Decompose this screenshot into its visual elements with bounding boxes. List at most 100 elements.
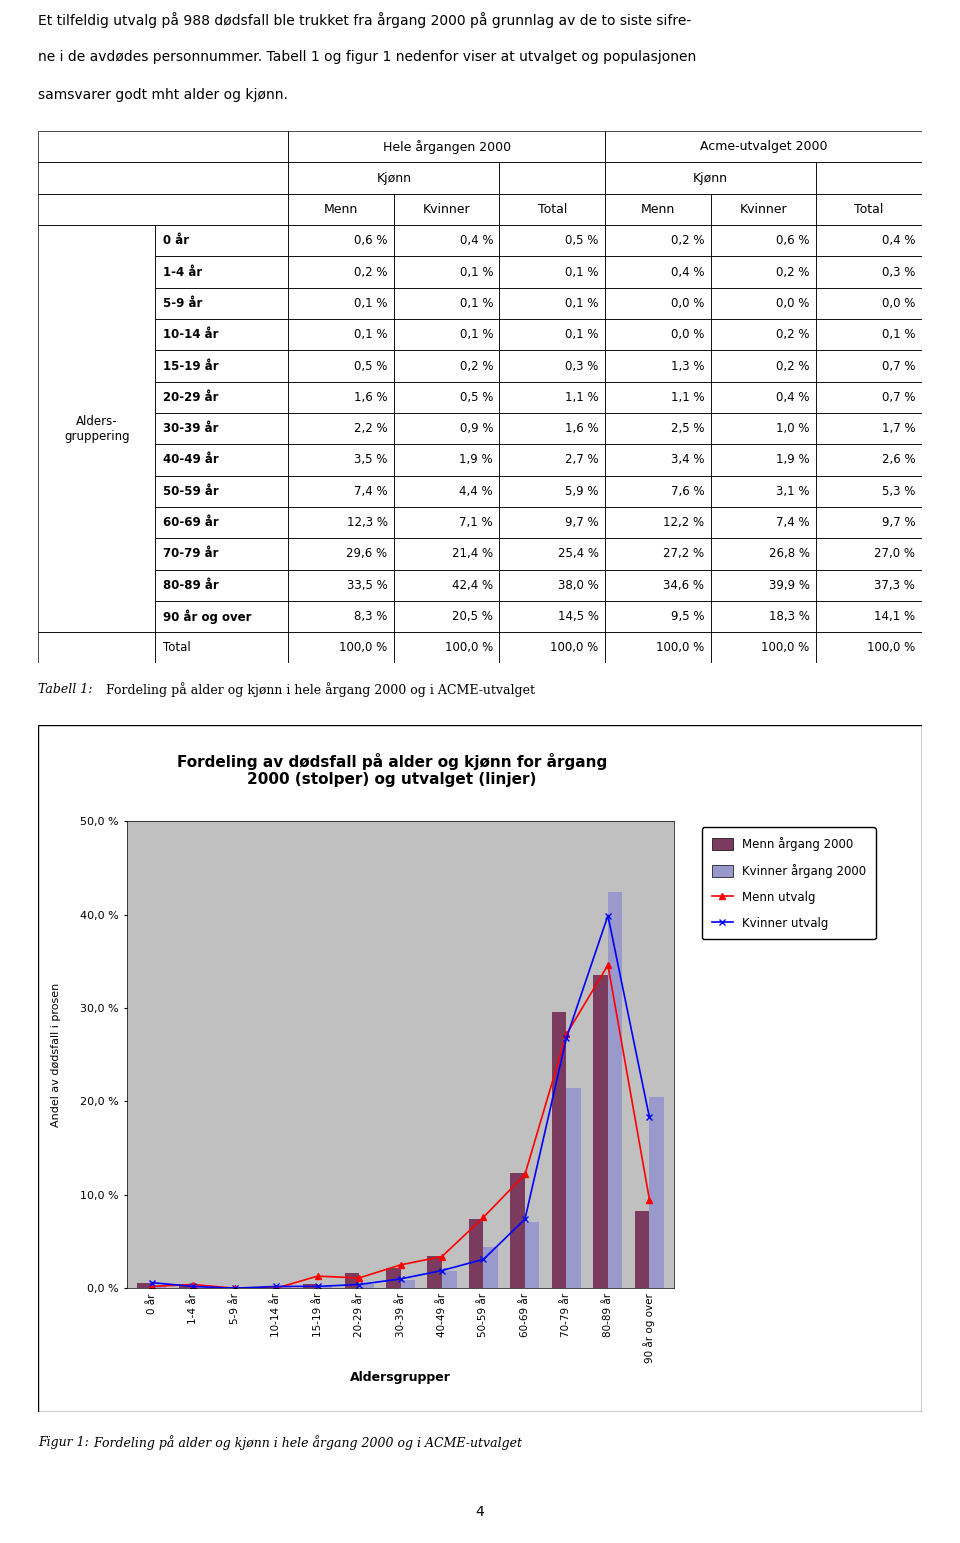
Bar <box>288 256 394 287</box>
Text: Kjønn: Kjønn <box>376 171 412 185</box>
Bar <box>38 633 156 663</box>
Text: 1,3 %: 1,3 % <box>671 360 705 372</box>
Bar <box>710 508 816 539</box>
Text: 0,4 %: 0,4 % <box>777 390 809 404</box>
Bar <box>288 194 394 225</box>
Text: 0,1 %: 0,1 % <box>460 265 493 279</box>
Bar <box>156 508 288 539</box>
Text: 9,7 %: 9,7 % <box>565 515 599 529</box>
Text: Hele årgangen 2000: Hele årgangen 2000 <box>383 140 511 154</box>
Bar <box>394 444 499 475</box>
Bar <box>605 508 710 539</box>
Text: 12,2 %: 12,2 % <box>663 515 705 529</box>
Text: Andel av dødsfall i prosen: Andel av dødsfall i prosen <box>51 983 61 1126</box>
Text: 30-39 år: 30-39 år <box>163 423 219 435</box>
Bar <box>38 225 156 633</box>
Bar <box>605 194 710 225</box>
Bar <box>288 225 394 256</box>
Text: 0,3 %: 0,3 % <box>882 265 915 279</box>
Bar <box>38 194 288 225</box>
Text: Kjønn: Kjønn <box>693 171 728 185</box>
Text: 3,4 %: 3,4 % <box>671 454 705 466</box>
Text: ne i de avdødes personnummer. Tabell 1 og figur 1 nedenfor viser at utvalget og : ne i de avdødes personnummer. Tabell 1 o… <box>38 49 697 65</box>
Bar <box>816 194 922 225</box>
Bar <box>288 508 394 539</box>
Text: 0,2 %: 0,2 % <box>354 265 388 279</box>
Bar <box>156 319 288 350</box>
Bar <box>605 131 922 162</box>
Text: 2,6 %: 2,6 % <box>881 454 915 466</box>
Text: Figur 1:: Figur 1: <box>38 1437 89 1449</box>
Bar <box>394 600 499 633</box>
Text: 26,8 %: 26,8 % <box>769 548 809 560</box>
Text: 0,6 %: 0,6 % <box>354 235 388 247</box>
Bar <box>394 319 499 350</box>
Bar <box>499 350 605 381</box>
Bar <box>499 633 605 663</box>
Bar <box>156 350 288 381</box>
Text: 1,6 %: 1,6 % <box>565 423 599 435</box>
Bar <box>156 444 288 475</box>
Text: 0,5 %: 0,5 % <box>460 390 493 404</box>
Text: 1,9 %: 1,9 % <box>460 454 493 466</box>
Bar <box>605 287 710 319</box>
Bar <box>38 162 288 194</box>
Text: 100,0 %: 100,0 % <box>867 642 915 654</box>
Bar <box>394 633 499 663</box>
Text: 1,1 %: 1,1 % <box>565 390 599 404</box>
Text: 0,7 %: 0,7 % <box>882 390 915 404</box>
Bar <box>605 256 710 287</box>
Text: 20-29 år: 20-29 år <box>163 390 219 404</box>
Bar <box>816 225 922 256</box>
Text: 0,4 %: 0,4 % <box>460 235 493 247</box>
Bar <box>816 633 922 663</box>
Text: 0,2 %: 0,2 % <box>777 329 809 341</box>
Text: 5,9 %: 5,9 % <box>565 485 599 498</box>
Text: 0,2 %: 0,2 % <box>460 360 493 372</box>
Bar <box>605 350 710 381</box>
Text: 14,5 %: 14,5 % <box>558 609 599 623</box>
Bar <box>710 350 816 381</box>
Bar <box>288 475 394 508</box>
Text: Fordeling av dødsfall på alder og kjønn for årgang
2000 (stolper) og utvalget (l: Fordeling av dødsfall på alder og kjønn … <box>177 753 607 787</box>
Text: 21,4 %: 21,4 % <box>452 548 493 560</box>
Text: 0,0 %: 0,0 % <box>882 296 915 310</box>
Text: 0,6 %: 0,6 % <box>777 235 809 247</box>
Text: Total: Total <box>163 642 191 654</box>
Text: 70-79 år: 70-79 år <box>163 548 219 560</box>
Bar <box>710 194 816 225</box>
Bar <box>499 475 605 508</box>
Text: 4,4 %: 4,4 % <box>460 485 493 498</box>
Bar <box>394 287 499 319</box>
Text: 0,2 %: 0,2 % <box>671 235 705 247</box>
Bar <box>288 381 394 414</box>
Text: 39,9 %: 39,9 % <box>769 579 809 591</box>
Text: 3,1 %: 3,1 % <box>777 485 809 498</box>
Text: 1,6 %: 1,6 % <box>354 390 388 404</box>
Bar <box>710 256 816 287</box>
Text: 100,0 %: 100,0 % <box>444 642 493 654</box>
Bar <box>816 162 922 194</box>
Text: 90 år og over: 90 år og over <box>163 609 252 623</box>
Text: 18,3 %: 18,3 % <box>769 609 809 623</box>
Text: 0,1 %: 0,1 % <box>460 296 493 310</box>
Text: 1,0 %: 1,0 % <box>777 423 809 435</box>
Bar <box>605 319 710 350</box>
Text: 50-59 år: 50-59 år <box>163 485 219 498</box>
Text: Fordeling på alder og kjønn i hele årgang 2000 og i ACME-utvalget: Fordeling på alder og kjønn i hele årgan… <box>102 682 535 697</box>
Bar <box>710 600 816 633</box>
Bar <box>394 225 499 256</box>
Text: Et tilfeldig utvalg på 988 dødsfall ble trukket fra årgang 2000 på grunnlag av d: Et tilfeldig utvalg på 988 dødsfall ble … <box>38 12 691 28</box>
Bar <box>605 569 710 600</box>
Bar <box>288 414 394 444</box>
Bar <box>394 350 499 381</box>
Text: 8,3 %: 8,3 % <box>354 609 388 623</box>
Text: 2,7 %: 2,7 % <box>565 454 599 466</box>
Bar <box>156 225 288 256</box>
Bar <box>605 444 710 475</box>
Text: 0,1 %: 0,1 % <box>354 296 388 310</box>
Bar <box>710 475 816 508</box>
Bar <box>394 414 499 444</box>
Text: Acme-utvalget 2000: Acme-utvalget 2000 <box>700 140 828 153</box>
Text: 0,3 %: 0,3 % <box>565 360 599 372</box>
